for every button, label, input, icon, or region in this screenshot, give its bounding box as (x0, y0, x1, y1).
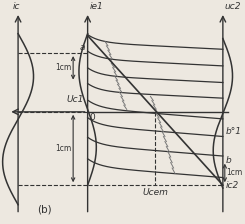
Text: ic: ic (12, 2, 20, 11)
Text: uc2: uc2 (225, 2, 241, 11)
Text: b°1: b°1 (226, 127, 242, 136)
Text: 1cm: 1cm (55, 63, 71, 72)
Text: 1cm: 1cm (226, 168, 242, 177)
Text: b: b (226, 156, 232, 165)
Text: Ucem: Ucem (142, 188, 168, 197)
Text: a: a (79, 43, 85, 52)
Text: (b): (b) (37, 205, 51, 215)
Text: ic2: ic2 (226, 181, 239, 190)
Text: 1cm: 1cm (55, 144, 71, 153)
Text: ie1: ie1 (90, 2, 103, 11)
Text: 0: 0 (90, 113, 95, 122)
Text: Uc1: Uc1 (66, 95, 84, 104)
